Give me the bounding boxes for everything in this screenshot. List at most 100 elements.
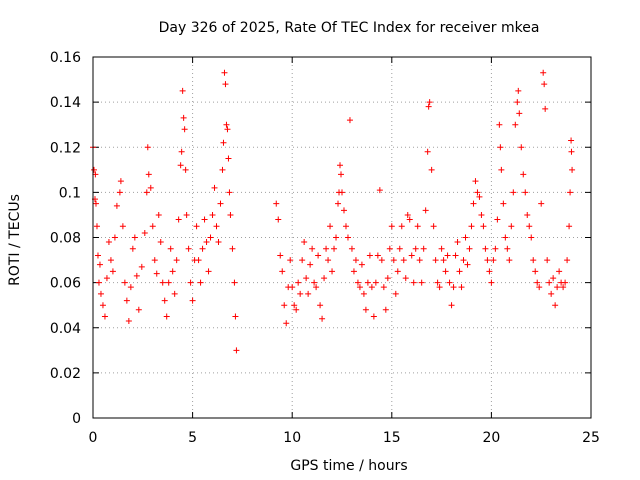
data-point xyxy=(496,121,503,128)
data-point xyxy=(127,284,134,291)
data-point xyxy=(488,279,495,286)
data-point xyxy=(295,279,302,286)
x-axis-label: GPS time / hours xyxy=(290,458,407,474)
data-point xyxy=(155,211,162,218)
data-point xyxy=(538,200,545,207)
data-point xyxy=(287,257,294,264)
data-point xyxy=(97,290,104,297)
data-point xyxy=(454,239,461,246)
data-point xyxy=(145,171,152,178)
data-point xyxy=(536,284,543,291)
data-point xyxy=(358,261,365,268)
data-point xyxy=(226,189,233,196)
data-point xyxy=(135,306,142,313)
data-point xyxy=(550,275,557,282)
data-point xyxy=(222,81,229,88)
data-point xyxy=(119,223,126,230)
data-point xyxy=(275,216,282,223)
data-point xyxy=(116,189,123,196)
data-point xyxy=(468,223,475,230)
data-point xyxy=(390,257,397,264)
data-point xyxy=(434,279,441,286)
data-point xyxy=(180,114,187,121)
data-point xyxy=(283,320,290,327)
data-point xyxy=(366,252,373,259)
data-point xyxy=(342,223,349,230)
data-point xyxy=(438,245,445,252)
data-point xyxy=(121,279,128,286)
data-point xyxy=(129,245,136,252)
data-point xyxy=(380,284,387,291)
data-point xyxy=(179,87,186,94)
data-point xyxy=(382,306,389,313)
data-point xyxy=(144,144,151,151)
data-point xyxy=(143,189,150,196)
data-point xyxy=(424,148,431,155)
data-point xyxy=(428,166,435,173)
data-point xyxy=(232,313,239,320)
data-point xyxy=(309,245,316,252)
data-point xyxy=(223,121,230,128)
x-tick-label: 0 xyxy=(89,430,98,446)
data-point xyxy=(221,69,228,76)
data-point xyxy=(425,103,432,110)
data-point xyxy=(462,234,469,241)
data-point xyxy=(510,189,517,196)
y-tick-label: 0.1 xyxy=(59,185,81,201)
data-point xyxy=(418,279,425,286)
data-point xyxy=(470,200,477,207)
data-point xyxy=(414,223,421,230)
data-point xyxy=(490,257,497,264)
data-point xyxy=(183,211,190,218)
data-point xyxy=(321,275,328,282)
data-point xyxy=(105,239,112,246)
data-point xyxy=(400,257,407,264)
data-point xyxy=(159,279,166,286)
data-point xyxy=(540,69,547,76)
data-point xyxy=(498,166,505,173)
data-point xyxy=(273,200,280,207)
data-point xyxy=(436,284,443,291)
data-point xyxy=(548,290,555,297)
data-point xyxy=(315,252,322,259)
data-point xyxy=(458,284,465,291)
data-point xyxy=(90,166,97,173)
data-point xyxy=(340,207,347,214)
data-point xyxy=(474,189,481,196)
data-point xyxy=(301,239,308,246)
data-point xyxy=(181,126,188,133)
data-point xyxy=(95,279,102,286)
data-point xyxy=(153,270,160,277)
data-point xyxy=(522,189,529,196)
data-point xyxy=(368,284,375,291)
data-point xyxy=(544,257,551,264)
data-point xyxy=(386,245,393,252)
data-point xyxy=(542,105,549,112)
data-point xyxy=(182,166,189,173)
data-point xyxy=(564,257,571,264)
data-point xyxy=(103,275,110,282)
data-point xyxy=(416,257,423,264)
data-point xyxy=(374,252,381,259)
y-tick-label: 0 xyxy=(72,411,81,427)
data-point xyxy=(448,302,455,309)
data-point xyxy=(337,162,344,169)
y-tick-label: 0.02 xyxy=(50,366,81,382)
data-point xyxy=(541,81,548,88)
data-point xyxy=(125,317,132,324)
data-point xyxy=(233,347,240,354)
data-point xyxy=(187,279,194,286)
data-point xyxy=(161,297,168,304)
data-point xyxy=(323,245,330,252)
data-point xyxy=(472,178,479,185)
data-point xyxy=(476,193,483,200)
data-point xyxy=(313,284,320,291)
data-point xyxy=(478,211,485,218)
data-point xyxy=(317,302,324,309)
data-point xyxy=(178,148,185,155)
data-point xyxy=(398,223,405,230)
data-point xyxy=(213,223,220,230)
data-point xyxy=(185,245,192,252)
data-point xyxy=(354,279,361,286)
data-point xyxy=(362,306,369,313)
